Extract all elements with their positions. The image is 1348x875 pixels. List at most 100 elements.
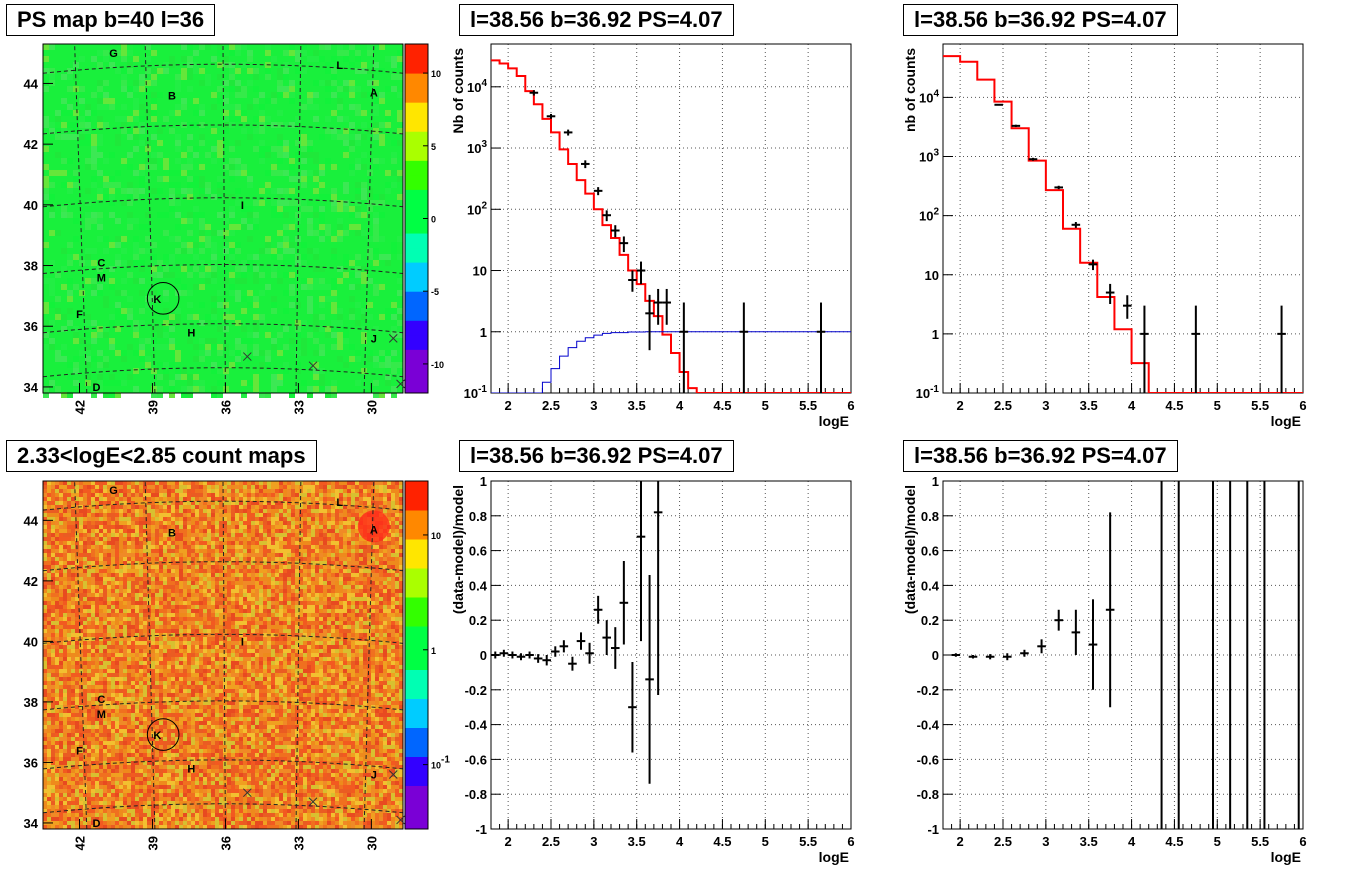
map-pixel <box>123 489 127 493</box>
map-pixel <box>183 593 187 597</box>
map-pixel <box>155 509 159 513</box>
map-pixel <box>195 537 199 541</box>
map-pixel <box>203 557 207 561</box>
map-pixel <box>123 613 127 617</box>
map-pixel <box>171 581 175 585</box>
map-pixel <box>295 549 299 553</box>
map-pixel <box>91 236 97 242</box>
map-pixel <box>241 278 247 284</box>
map-pixel <box>265 98 271 104</box>
map-pixel <box>115 92 121 98</box>
map-pixel <box>399 601 403 605</box>
map-pixel <box>215 605 219 609</box>
map-pixel <box>167 537 171 541</box>
map-pixel <box>127 573 131 577</box>
map-pixel <box>367 489 371 493</box>
map-pixel <box>139 549 143 553</box>
map-pixel <box>151 565 155 569</box>
map-pixel <box>397 200 403 206</box>
map-pixel <box>289 92 295 98</box>
map-pixel <box>163 553 167 557</box>
map-pixel <box>385 122 391 128</box>
map-pixel <box>133 368 139 374</box>
map-pixel <box>211 272 217 278</box>
map-pixel <box>307 164 313 170</box>
map-pixel <box>265 368 271 374</box>
map-pixel <box>103 332 109 338</box>
map-pixel <box>75 541 79 545</box>
map-pixel <box>109 110 115 116</box>
map-pixel <box>187 545 191 549</box>
colorbar-cell <box>405 247 428 263</box>
map-pixel <box>283 212 289 218</box>
map-pixel <box>267 573 271 577</box>
map-pixel <box>103 505 107 509</box>
map-pixel <box>295 517 299 521</box>
map-pixel <box>99 601 103 605</box>
map-pixel <box>283 513 287 517</box>
map-pixel <box>355 230 361 236</box>
map-pixel <box>397 140 403 146</box>
map-pixel <box>319 501 323 505</box>
map-pixel <box>163 116 169 122</box>
map-pixel <box>395 489 399 493</box>
map-pixel <box>191 553 195 557</box>
map-pixel <box>195 501 199 505</box>
map-pixel <box>139 86 145 92</box>
map-pixel <box>151 338 157 344</box>
map-pixel <box>193 254 199 260</box>
map-pixel <box>289 248 295 254</box>
map-pixel <box>157 152 163 158</box>
map-pixel <box>139 44 145 50</box>
map-pixel <box>215 517 219 521</box>
map-pixel <box>383 597 387 601</box>
map-pixel <box>131 481 135 485</box>
map-pixel <box>295 332 301 338</box>
map-pixel <box>91 557 95 561</box>
map-pixel <box>247 533 251 537</box>
map-pixel <box>97 350 103 356</box>
map-pixel <box>279 593 283 597</box>
map-pixel <box>251 525 255 529</box>
map-pixel <box>187 188 193 194</box>
map-pixel <box>235 517 239 521</box>
map-pixel <box>323 605 327 609</box>
map-pixel <box>199 569 203 573</box>
map-pixel <box>207 537 211 541</box>
map-pixel <box>83 481 87 485</box>
colorbar-cell <box>405 145 428 161</box>
map-pixel <box>295 553 299 557</box>
map-pixel <box>335 481 339 485</box>
map-pixel <box>231 489 235 493</box>
map-pixel <box>191 609 195 613</box>
colorbar-cell <box>405 305 428 321</box>
map-pixel <box>163 581 167 585</box>
map-pixel <box>367 545 371 549</box>
map-pixel <box>79 493 83 497</box>
map-pixel <box>107 521 111 525</box>
map-pixel <box>367 597 371 601</box>
map-pixel <box>397 182 403 188</box>
map-pixel <box>135 521 139 525</box>
map-pixel <box>169 272 175 278</box>
map-pixel <box>95 521 99 525</box>
map-pixel <box>283 362 289 368</box>
map-pixel <box>181 68 187 74</box>
map-pixel <box>227 521 231 525</box>
map-pixel <box>373 218 379 224</box>
map-pixel <box>299 549 303 553</box>
map-pixel <box>271 601 275 605</box>
map-pixel <box>295 521 299 525</box>
map-pixel <box>155 521 159 525</box>
map-pixel <box>259 525 263 529</box>
map-pixel <box>91 569 95 573</box>
map-pixel <box>275 589 279 593</box>
map-pixel <box>83 561 87 565</box>
map-pixel <box>385 224 391 230</box>
map-pixel <box>71 493 75 497</box>
map-pixel <box>169 326 175 332</box>
map-pixel <box>383 569 387 573</box>
map-pixel <box>109 140 115 146</box>
map-pixel <box>315 533 319 537</box>
map-pixel <box>97 332 103 338</box>
